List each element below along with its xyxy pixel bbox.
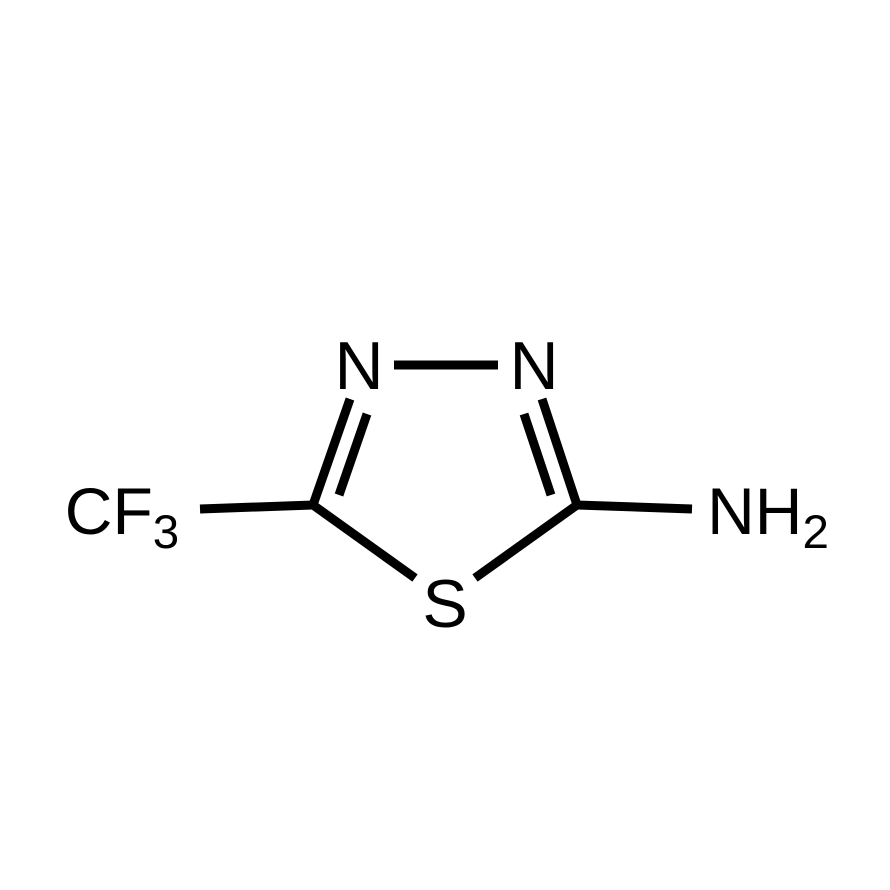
atom-cf3: CF3 xyxy=(65,473,179,549)
atom-cf3-text: CF xyxy=(65,474,153,548)
atom-nh2: NH2 xyxy=(707,473,829,549)
bond-c2-nh2 xyxy=(577,505,692,509)
atom-n3-text: N xyxy=(509,328,558,404)
atom-nh2-sub: 2 xyxy=(802,506,828,559)
bond-s1-c5 xyxy=(313,505,415,578)
atom-n4-text: N xyxy=(334,328,383,404)
bond-c2-s1 xyxy=(475,505,577,578)
atom-cf3-sub: 3 xyxy=(153,506,179,559)
atom-n3: N xyxy=(509,327,558,405)
molecule-diagram xyxy=(0,0,890,890)
atom-n4: N xyxy=(334,327,383,405)
atom-s1-text: S xyxy=(422,566,467,642)
bond-cf3-c5 xyxy=(200,505,313,509)
atom-s1: S xyxy=(422,565,467,643)
atom-nh2-text: NH xyxy=(707,474,802,548)
